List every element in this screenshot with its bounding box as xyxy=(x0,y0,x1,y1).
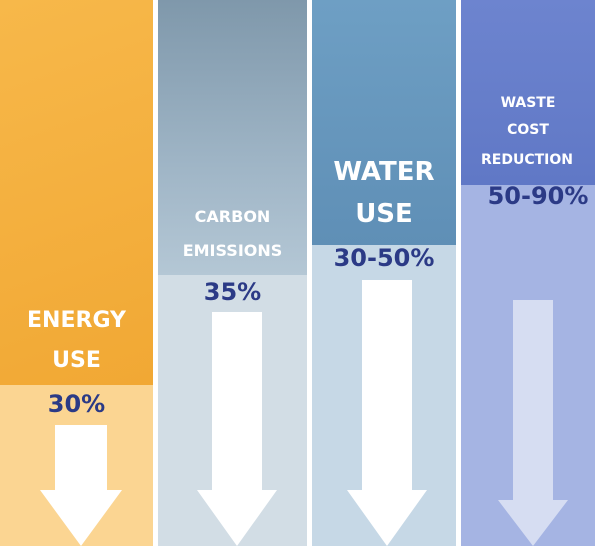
panel-title: WATER xyxy=(312,159,456,185)
arrow xyxy=(158,0,307,546)
panel-title: WASTE xyxy=(461,96,595,110)
panel-energy: ENERGY USE 30% xyxy=(0,0,153,546)
panel-water: WATER USE 30-50% xyxy=(312,0,456,546)
panel-title: USE xyxy=(0,350,153,372)
panel-title: EMISSIONS xyxy=(158,243,307,259)
panel-value: 30% xyxy=(0,392,153,416)
arrow xyxy=(312,0,456,546)
panel-value: 50-90% xyxy=(471,184,595,208)
panel-title: USE xyxy=(312,201,456,227)
arrow xyxy=(461,0,595,546)
page: ENERGY USE 30% CARBON EMISSIONS 35% WATE… xyxy=(0,0,595,546)
panel-value: 35% xyxy=(158,280,307,304)
panel-carbon: CARBON EMISSIONS 35% xyxy=(158,0,307,546)
panel-title: REDUCTION xyxy=(481,153,595,167)
panel-value: 30-50% xyxy=(312,246,456,270)
panel-waste: WASTE COST REDUCTION 50-90% xyxy=(461,0,595,546)
panel-title: COST xyxy=(461,123,595,137)
panel-title: CARBON xyxy=(158,209,307,225)
arrow xyxy=(0,0,153,546)
panel-title: ENERGY xyxy=(0,310,153,332)
